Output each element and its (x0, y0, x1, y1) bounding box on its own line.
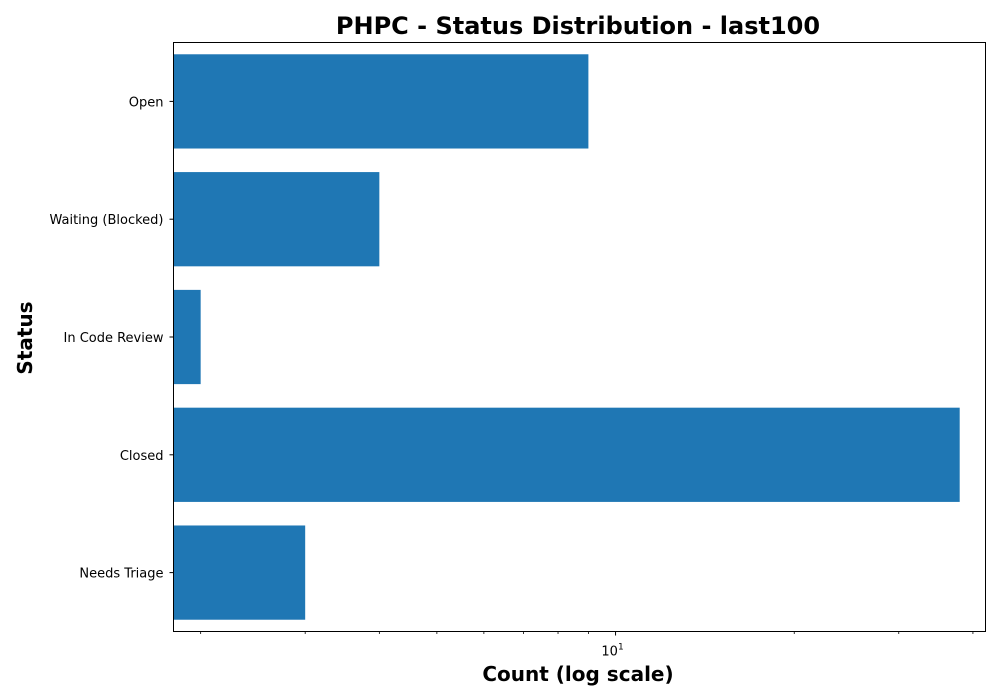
bar-closed (173, 407, 960, 502)
y-ticks-group: Open Waiting (Blocked) In Code Review Close… (49, 95, 174, 582)
plot-frame (173, 42, 986, 632)
y-tick-label: Closed (120, 449, 164, 464)
y-tick-label: Waiting (Blocked) (49, 213, 163, 228)
chart-title: PHPC - Status Distribution - last100 (336, 12, 820, 40)
y-tick-label: In Code Review (63, 331, 163, 346)
y-axis-label: Status (13, 301, 37, 374)
y-tick-label: Needs Triage (79, 567, 163, 582)
x-ticks-group: 101 (200, 631, 974, 660)
bar-waiting-blocked (173, 172, 380, 267)
bar-open (173, 54, 589, 149)
x-axis-label: Count (log scale) (482, 662, 673, 686)
x-tick-label: 101 (601, 643, 623, 660)
bar-needs-triage (173, 525, 306, 620)
y-tick-label: Open (129, 95, 164, 110)
bar-in-code-review (173, 289, 201, 385)
bars-group (173, 54, 960, 620)
